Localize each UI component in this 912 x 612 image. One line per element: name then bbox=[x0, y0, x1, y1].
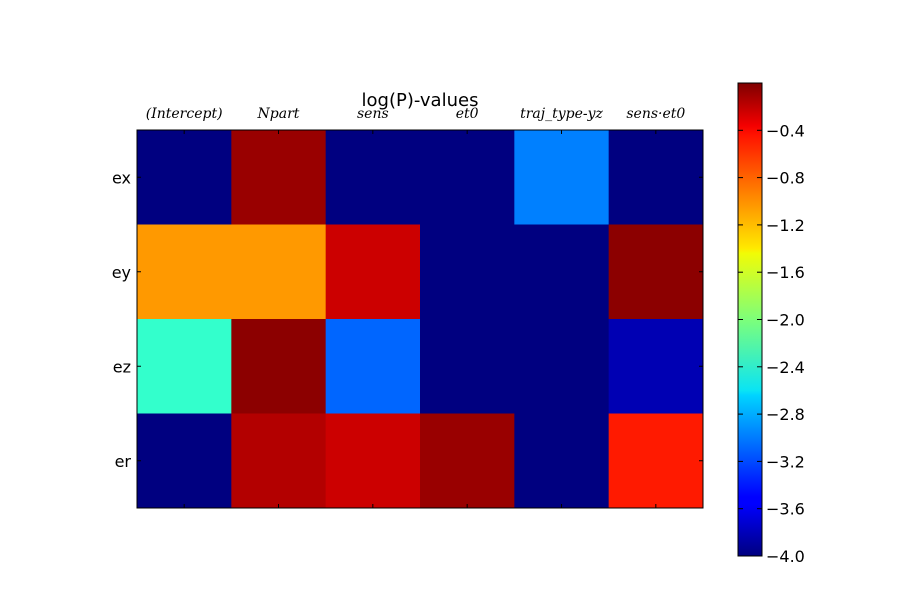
heatmap-cell-er-6 bbox=[608, 413, 704, 509]
heatmap-cell-ez-5 bbox=[514, 319, 610, 414]
colorbar-ticks: −4.0 −3.6 −3.2 −2.8 −2.4 −2.0 −1.6 −1.2 −0.8 −0.4 bbox=[738, 121, 805, 566]
row-labels: ex ey ez er bbox=[112, 168, 132, 471]
colorbar-tick-label: −4.0 bbox=[766, 547, 805, 566]
heatmap-cell-er-1 bbox=[137, 413, 232, 509]
column-labels: (Intercept) Npart sens et0 traj_type-yz sens·… bbox=[146, 106, 686, 122]
heatmap-cell-er-2 bbox=[231, 413, 327, 509]
column-label: et0 bbox=[456, 106, 479, 122]
heatmap-cell-ex-1 bbox=[137, 130, 232, 225]
heatmap-cell-ex-3 bbox=[325, 130, 421, 225]
column-label: (Intercept) bbox=[146, 106, 223, 122]
heatmap-cell-ez-4 bbox=[420, 319, 515, 414]
heatmap-cell-ex-4 bbox=[420, 130, 515, 225]
heatmap-cell-ez-1 bbox=[137, 319, 232, 414]
colorbar-tick-label: −2.8 bbox=[766, 405, 805, 424]
heatmap-cell-ey-6 bbox=[608, 224, 704, 320]
heatmap-cell-ey-5 bbox=[514, 224, 610, 320]
row-label: ez bbox=[113, 357, 131, 376]
column-label: sens bbox=[357, 106, 389, 122]
row-label: ey bbox=[112, 263, 131, 282]
colorbar-tick-label: −2.4 bbox=[766, 358, 805, 377]
heatmap-cell-ey-1 bbox=[137, 224, 232, 320]
heatmap-cell-ey-2 bbox=[231, 224, 327, 320]
heatmap-cell-er-5 bbox=[514, 413, 610, 509]
heatmap-cell-ex-5 bbox=[514, 130, 610, 225]
heatmap-cells bbox=[137, 130, 704, 509]
colorbar-tick-label: −3.2 bbox=[766, 452, 805, 471]
column-label: sens·et0 bbox=[626, 106, 685, 122]
colorbar-tick-label: −2.0 bbox=[766, 311, 805, 330]
heatmap-cell-ez-3 bbox=[325, 319, 421, 414]
column-label: traj_type-yz bbox=[520, 106, 603, 122]
axis-ticks bbox=[137, 130, 703, 508]
heatmap-cell-ez-6 bbox=[608, 319, 704, 414]
colorbar-tick-label: −1.2 bbox=[766, 216, 805, 235]
heatmap-cell-ex-6 bbox=[608, 130, 704, 225]
heatmap-cell-ey-3 bbox=[325, 224, 421, 320]
colorbar-tick-label: −1.6 bbox=[766, 263, 805, 282]
colorbar-tick-label: −3.6 bbox=[766, 500, 805, 519]
chart-title: log(P)-values bbox=[362, 90, 479, 111]
heatmap-cell-ey-4 bbox=[420, 224, 515, 320]
row-label: er bbox=[115, 452, 132, 471]
row-label: ex bbox=[112, 168, 131, 187]
plot-frame bbox=[136, 129, 704, 509]
colorbar-tick-label: −0.8 bbox=[766, 169, 805, 188]
heatmap-cell-ex-2 bbox=[231, 130, 327, 225]
column-label: Npart bbox=[257, 106, 300, 122]
heatmap-cell-ez-2 bbox=[231, 319, 327, 414]
heatmap-cell-er-3 bbox=[325, 413, 421, 509]
colorbar-tick-label: −0.4 bbox=[766, 121, 805, 140]
heatmap-cell-er-4 bbox=[420, 413, 515, 509]
